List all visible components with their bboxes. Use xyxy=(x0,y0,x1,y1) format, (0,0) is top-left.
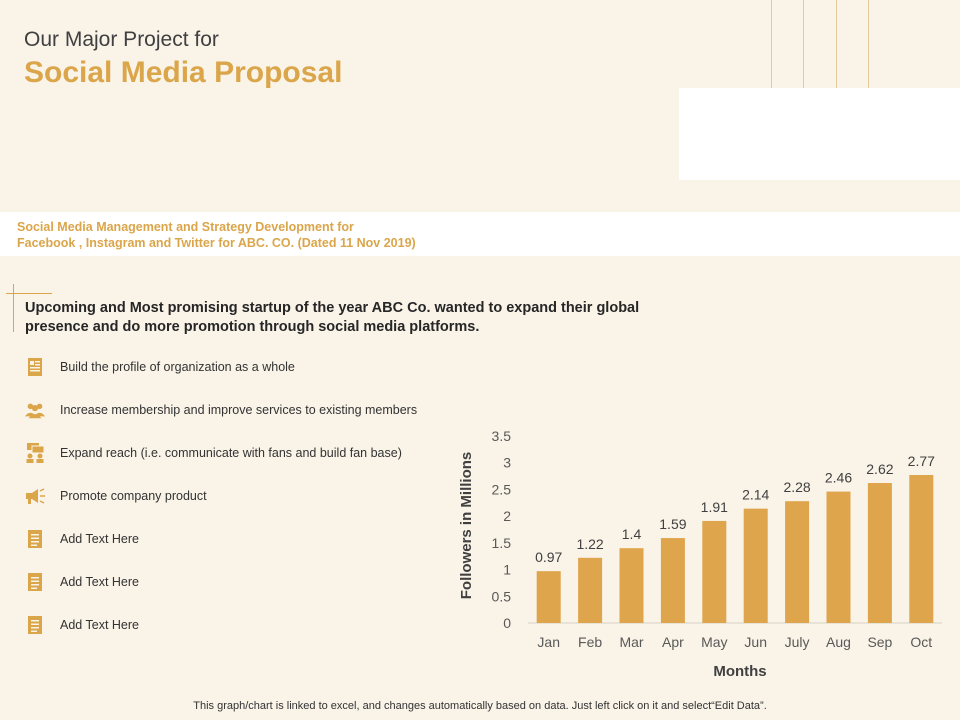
y-tick-label: 3 xyxy=(503,455,511,471)
document-icon xyxy=(24,614,46,636)
bullet-label: Add Text Here xyxy=(60,575,139,589)
y-tick-label: 1.5 xyxy=(492,535,512,551)
bar-mar xyxy=(619,548,644,623)
subtitle-line2: Facebook , Instagram and Twitter for ABC… xyxy=(17,236,416,250)
x-tick-label: July xyxy=(785,634,810,650)
bar-oct xyxy=(909,475,934,623)
bullet-label: Add Text Here xyxy=(60,532,139,546)
bullet-label: Increase membership and improve services… xyxy=(60,403,418,417)
bullet-item: Build the profile of organization as a w… xyxy=(24,356,295,378)
subtitle-band: Social Media Management and Strategy Dev… xyxy=(0,212,960,256)
crosshair-decoration-v xyxy=(13,284,14,332)
x-tick-label: Feb xyxy=(578,634,602,650)
bullet-item: Add Text Here xyxy=(24,571,139,593)
white-panel xyxy=(679,88,960,180)
bullet-item: Add Text Here xyxy=(24,614,139,636)
page-title-line2: Social Media Proposal xyxy=(24,56,343,89)
bar-may xyxy=(702,520,727,623)
bar-jan xyxy=(536,571,561,623)
document-icon xyxy=(24,571,46,593)
footer-note: This graph/chart is linked to excel, and… xyxy=(193,700,767,712)
y-axis-title: Followers in Millions xyxy=(458,452,475,600)
bullet-label: Expand reach (i.e. communicate with fans… xyxy=(60,446,402,460)
bullet-label: Promote company product xyxy=(60,489,207,503)
profile-document-icon xyxy=(24,356,46,378)
y-tick-label: 1 xyxy=(503,562,511,578)
y-tick-label: 3.5 xyxy=(492,428,512,444)
x-tick-label: Aug xyxy=(826,634,851,650)
followers-bar-chart: 0 0.5 1 1.5 2 2.5 3 3.5 0.97 Jan 1.22 Feb 1.4 Mar 1.59… xyxy=(458,428,942,680)
document-icon xyxy=(24,528,46,550)
data-label: 1.4 xyxy=(622,526,642,542)
decorative-line xyxy=(803,0,804,121)
data-label: 1.59 xyxy=(659,516,686,532)
x-tick-label: Oct xyxy=(910,634,932,650)
page-title-line1: Our Major Project for xyxy=(24,28,219,51)
decorative-line xyxy=(836,0,837,121)
bar-aug xyxy=(826,491,851,623)
crosshair-decoration-h xyxy=(6,293,52,294)
bullet-label: Build the profile of organization as a w… xyxy=(60,360,295,374)
data-label: 2.14 xyxy=(742,487,769,503)
bullet-item: Expand reach (i.e. communicate with fans… xyxy=(24,442,402,464)
data-label: 2.62 xyxy=(866,461,893,477)
x-tick-label: Mar xyxy=(619,634,643,650)
subtitle-line1: Social Media Management and Strategy Dev… xyxy=(17,220,354,234)
y-tick-label: 0.5 xyxy=(492,588,512,604)
x-tick-label: Jun xyxy=(744,634,767,650)
x-tick-label: May xyxy=(701,634,727,650)
y-tick-label: 0 xyxy=(503,615,511,631)
decorative-line xyxy=(771,0,772,121)
chat-people-icon xyxy=(24,442,46,464)
decorative-line xyxy=(868,0,869,121)
bar-feb xyxy=(578,557,603,623)
bullet-item: Promote company product xyxy=(24,485,207,507)
data-label: 2.46 xyxy=(825,470,852,486)
bar-apr xyxy=(660,538,685,623)
subtitle-text: Social Media Management and Strategy Dev… xyxy=(17,219,416,251)
bar-july xyxy=(785,501,810,623)
data-label: 1.91 xyxy=(701,499,728,515)
bar-jun xyxy=(743,508,768,623)
data-label: 2.77 xyxy=(908,453,935,469)
x-tick-label: Jan xyxy=(537,634,560,650)
data-label: 1.22 xyxy=(576,536,603,552)
x-tick-label: Sep xyxy=(867,634,892,650)
x-tick-label: Apr xyxy=(662,634,684,650)
data-label: 2.28 xyxy=(783,479,810,495)
bullet-label: Add Text Here xyxy=(60,618,139,632)
bar-sep xyxy=(867,483,892,623)
data-label: 0.97 xyxy=(535,549,562,565)
bullet-item: Add Text Here xyxy=(24,528,139,550)
people-group-icon xyxy=(24,399,46,421)
y-tick-label: 2 xyxy=(503,508,511,524)
x-axis-title: Months xyxy=(713,663,766,680)
bullet-item: Increase membership and improve services… xyxy=(24,399,417,421)
intro-text: Upcoming and Most promising startup of t… xyxy=(25,300,640,335)
megaphone-icon xyxy=(24,485,46,507)
y-tick-label: 2.5 xyxy=(492,481,512,497)
